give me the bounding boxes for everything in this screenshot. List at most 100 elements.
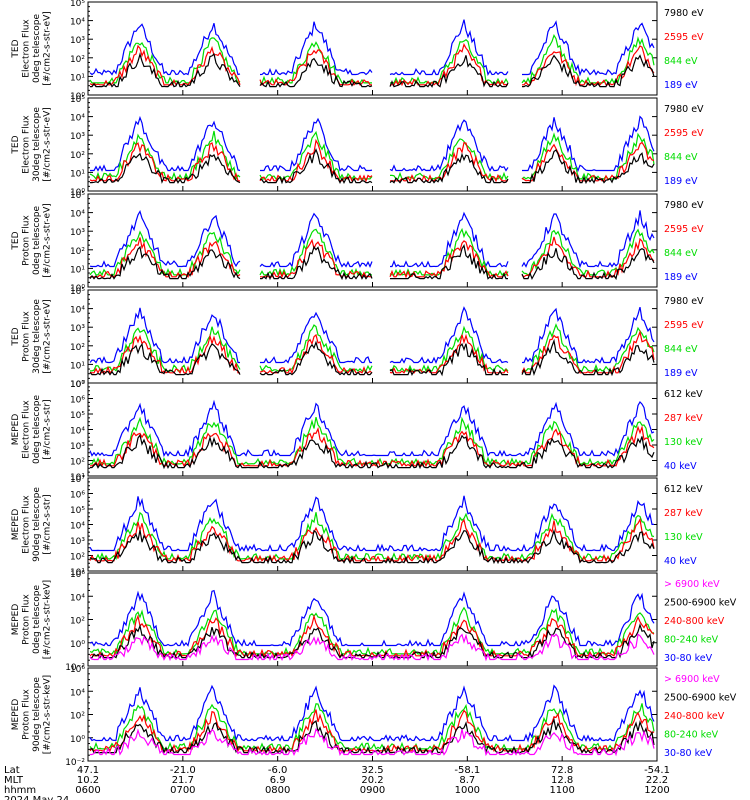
y-axis-label-line: [#/cm2-s-str-eV] <box>43 203 53 278</box>
y-axis-label-line: 30deg telescope <box>32 107 42 182</box>
y-axis-label-line: 90deg telescope <box>32 487 42 562</box>
flux-trace <box>89 684 655 743</box>
y-tick-label: 10⁰ <box>70 284 85 294</box>
y-axis-label-line: TED <box>11 39 21 58</box>
flux-trace <box>89 717 655 755</box>
panel-2: 10⁰ 10¹ 10² 10³ 10⁴ 10⁵ TED Electron Flux 30deg … <box>11 95 704 198</box>
legend-entry: > 6900 keV <box>664 579 720 590</box>
flux-trace <box>89 511 655 561</box>
y-tick-label: 10⁵ <box>70 0 85 9</box>
flux-trace <box>90 323 655 373</box>
flux-trace <box>89 528 655 565</box>
y-axis-label: TED Electron Flux 30deg telescope [#/cm2-s-… <box>11 107 53 182</box>
legend-entry: 7980 eV <box>664 8 704 19</box>
y-tick-label: 10⁴ <box>70 18 85 28</box>
y-tick-label: 10⁰ <box>70 640 85 650</box>
y-axis-label: MEPED Electron Flux 90deg telescope [#/cm2-… <box>11 487 53 562</box>
flux-trace <box>89 709 655 753</box>
y-axis-label-line: MEPED <box>11 699 21 731</box>
panel-5: 10¹ 10² 10³ 10⁴ 10⁵ 10⁶ 10⁷ MEPED Electron Flux 0… <box>11 380 703 483</box>
y-tick-label: 10³ <box>70 228 85 238</box>
legend-entry: 30-80 keV <box>664 653 713 664</box>
y-tick-label: 10⁰ <box>70 735 85 745</box>
legend-entry: 7980 eV <box>664 104 704 115</box>
y-axis-label-line: Proton Flux <box>22 311 32 362</box>
y-tick-label: 10⁴ <box>70 210 85 220</box>
y-axis-label-line: Proton Flux <box>22 215 32 266</box>
flux-trace <box>89 399 655 458</box>
y-tick-label: 10² <box>70 55 85 65</box>
y-tick-label: 10¹ <box>70 473 85 483</box>
flux-trace <box>89 227 655 277</box>
flux-trace <box>89 338 655 377</box>
flux-trace <box>90 728 655 757</box>
y-tick-label: 10² <box>70 343 85 353</box>
legend-entry: 130 keV <box>664 437 703 448</box>
legend-entry: 189 eV <box>664 176 698 187</box>
y-tick-label: 10² <box>70 151 85 161</box>
y-axis-label-line: [#/cm2-s-str-eV] <box>43 299 53 374</box>
y-tick-label: 10⁶ <box>70 396 85 406</box>
x-row-label: 2024 May 24 <box>4 795 69 800</box>
y-tick-label: 10³ <box>70 36 85 46</box>
y-tick-label: 10⁶ <box>70 665 85 675</box>
y-tick-label: 10³ <box>70 132 85 142</box>
panel-4: 10⁰ 10¹ 10² 10³ 10⁴ 10⁵ TED Proton Flux 30deg te… <box>11 287 704 390</box>
flux-trace <box>89 703 655 751</box>
y-tick-label: 10⁴ <box>70 522 85 532</box>
flux-trace <box>89 210 655 269</box>
legend-entry: 7980 eV <box>664 200 704 211</box>
flux-trace <box>89 614 655 658</box>
x-label-mlt: 8.7 <box>459 775 475 786</box>
flux-trace <box>89 589 655 647</box>
flux-trace <box>89 33 655 85</box>
y-axis-label-line: [#/cm2-s-str] <box>43 399 53 459</box>
y-tick-label: 10⁵ <box>70 287 85 297</box>
legend-entry: > 6900 keV <box>664 674 720 685</box>
legend-entry: 844 eV <box>664 56 698 67</box>
y-axis-label-line: 30deg telescope <box>32 299 42 374</box>
legend-entry: 2595 eV <box>664 32 704 43</box>
y-axis-label-line: Proton Flux <box>22 689 32 740</box>
legend-entry: 189 eV <box>664 80 698 91</box>
y-tick-label: 10² <box>70 712 85 722</box>
y-axis-label-line: MEPED <box>11 604 21 636</box>
y-axis-label-line: [#/cm2-s-str-keV] <box>43 580 53 659</box>
y-tick-label: 10¹ <box>70 265 85 275</box>
y-tick-label: 10⁶ <box>70 570 85 580</box>
legend-entry: 2595 eV <box>664 128 704 139</box>
legend-entry: 240-800 keV <box>664 711 725 722</box>
y-tick-label: 10⁷ <box>70 475 85 485</box>
legend-entry: 612 keV <box>664 389 703 400</box>
legend-entry: 844 eV <box>664 248 698 259</box>
panel-3: 10⁰ 10¹ 10² 10³ 10⁴ 10⁵ TED Proton Flux 0deg tel… <box>11 191 704 294</box>
flux-trace <box>89 306 655 365</box>
legend-entry: 189 eV <box>664 272 698 283</box>
flux-trace <box>89 606 654 656</box>
y-tick-label: 10⁴ <box>70 427 85 437</box>
flux-trace <box>90 424 655 468</box>
flux-trace <box>89 130 655 181</box>
y-axis-label-line: Electron Flux <box>22 495 32 554</box>
flux-trace <box>90 622 655 660</box>
x-label-lat: -58.1 <box>454 765 480 776</box>
legend-entry: 40 keV <box>664 461 697 472</box>
y-tick-label: 10³ <box>70 324 85 334</box>
y-axis-label-line: Electron Flux <box>22 19 32 78</box>
y-axis-label-line: [#/cm2-s-str] <box>43 494 53 554</box>
x-label-hhmm: 0600 <box>75 785 100 796</box>
x-label-hhmm: 0800 <box>265 785 290 796</box>
y-axis-label-line: 0deg telescope <box>32 14 42 84</box>
y-axis-label: MEPED Proton Flux 90deg telescope [#/cm2-s-… <box>11 675 53 754</box>
flux-trace <box>89 433 655 470</box>
y-tick-label: 10⁰ <box>70 380 85 390</box>
panel-8: 10⁻² 10⁰ 10² 10⁴ 10⁶ MEPED Proton Flux 90deg te… <box>11 665 737 768</box>
flux-trace <box>90 52 655 88</box>
y-axis-label-line: TED <box>11 327 21 346</box>
panel-frame <box>87 97 658 192</box>
legend-entry: 2595 eV <box>664 320 704 331</box>
panel-6: 10¹ 10² 10³ 10⁴ 10⁵ 10⁶ 10⁷ MEPED Electron Flux 9… <box>11 475 703 578</box>
legend-entry: 287 keV <box>664 413 703 424</box>
y-axis-label-line: 0deg telescope <box>32 585 42 655</box>
y-tick-label: 10¹ <box>70 361 85 371</box>
